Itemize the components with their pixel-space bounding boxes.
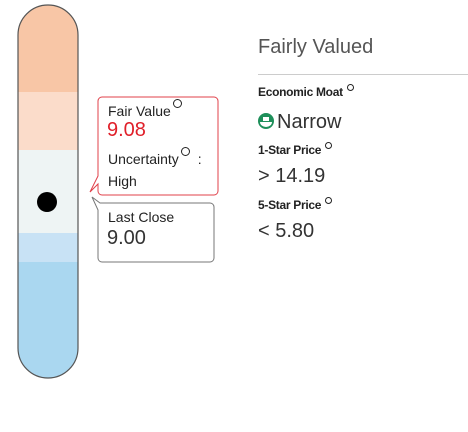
uncertainty: High bbox=[108, 173, 137, 189]
fair-value: 9.08 bbox=[107, 119, 146, 141]
one-star-price: > 14.19 bbox=[258, 165, 325, 188]
last-close-label: Last Close bbox=[108, 209, 175, 225]
comparator: < bbox=[258, 220, 270, 242]
text: Economic Moat bbox=[258, 85, 343, 99]
valuation: Fairly Valued bbox=[258, 36, 374, 58]
text: 5.80 bbox=[275, 220, 315, 242]
info-icon bbox=[172, 99, 182, 108]
band bbox=[18, 5, 78, 92]
five-star-price: < 5.80 bbox=[258, 220, 314, 243]
last-close: 9.00 bbox=[107, 227, 146, 249]
text: Fair Value bbox=[108, 103, 171, 119]
fair-value-label: Fair Value bbox=[108, 99, 182, 119]
one-star-label: 1-Star Price bbox=[258, 142, 333, 157]
band bbox=[18, 233, 78, 262]
band bbox=[18, 150, 78, 233]
fair-value-box bbox=[89, 96, 219, 196]
text: Narrow bbox=[277, 111, 342, 133]
comparator: > bbox=[258, 165, 270, 187]
text: 5-Star Price bbox=[258, 198, 322, 212]
text: Uncertainty bbox=[108, 151, 179, 167]
gauge-outline bbox=[17, 4, 79, 379]
band bbox=[18, 92, 78, 150]
moat-label: Economic Moat bbox=[258, 84, 354, 99]
moat-icon bbox=[258, 113, 274, 129]
band bbox=[18, 262, 78, 378]
info-icon bbox=[180, 147, 190, 156]
uncertainty-label: Uncertainty : bbox=[108, 147, 202, 167]
five-star-label: 5-Star Price bbox=[258, 197, 333, 212]
info-icon bbox=[325, 197, 333, 204]
moat: Narrow bbox=[257, 111, 341, 134]
price-marker bbox=[37, 192, 57, 212]
info-icon bbox=[325, 142, 333, 149]
info-icon bbox=[346, 84, 354, 91]
text: 1-Star Price bbox=[258, 143, 322, 157]
separator: : bbox=[197, 151, 202, 167]
last-close-box bbox=[91, 196, 215, 263]
divider bbox=[258, 74, 468, 75]
valuation-gauge bbox=[17, 4, 219, 379]
text: 14.19 bbox=[275, 165, 326, 187]
